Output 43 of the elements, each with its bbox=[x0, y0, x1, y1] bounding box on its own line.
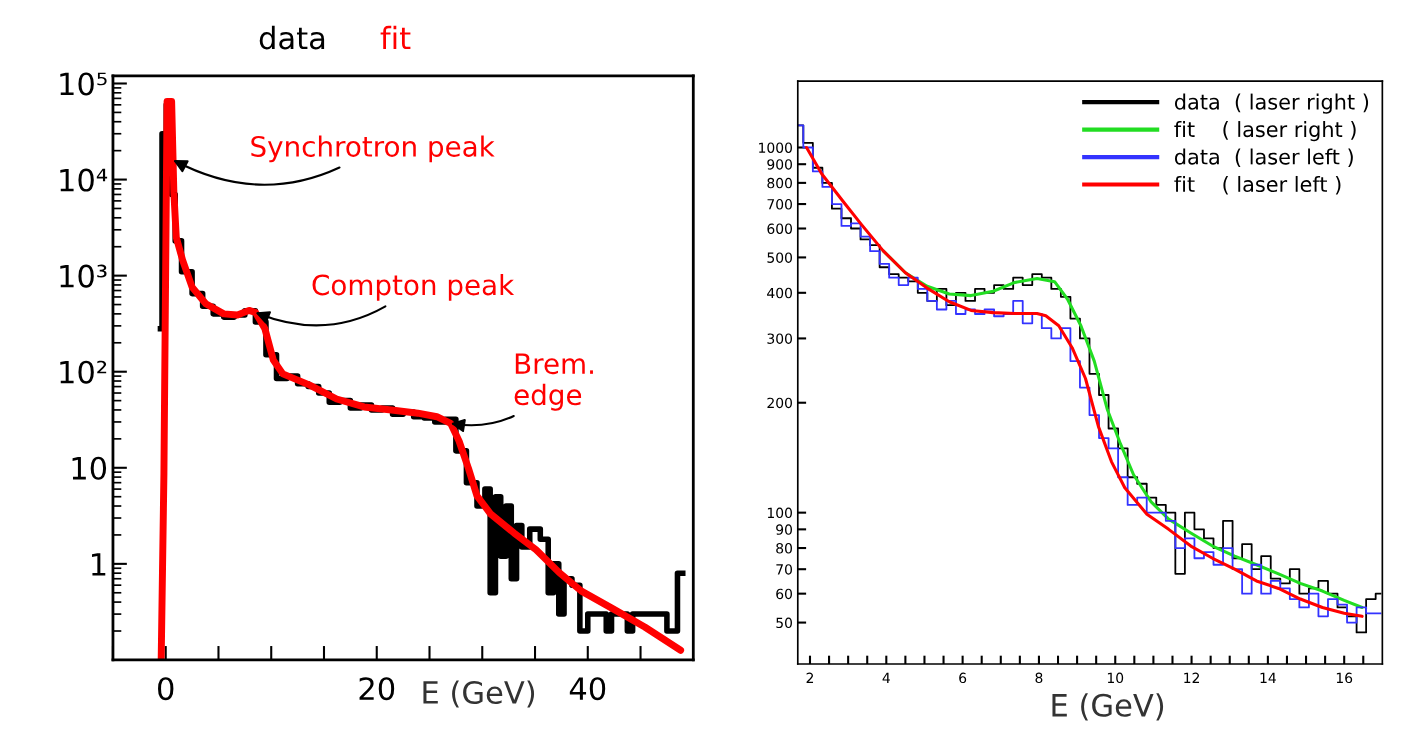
y-tick-label: 10 bbox=[72, 456, 107, 480]
y-tick-label: 600 bbox=[767, 223, 792, 234]
x-tick-label: 10 bbox=[1107, 672, 1124, 684]
y-tick-label: 80 bbox=[776, 543, 792, 554]
x-axis-title: E (GeV) bbox=[1052, 693, 1164, 721]
x-tick-label: 40 bbox=[569, 677, 606, 701]
x-tick-label: 6 bbox=[959, 672, 967, 684]
y-tick-label: 60 bbox=[776, 588, 792, 600]
y-tick-label: 900 bbox=[767, 159, 792, 170]
y-tick-label: 10² bbox=[60, 360, 107, 384]
x-tick-label: 12 bbox=[1184, 672, 1200, 683]
x-tick-label: 8 bbox=[1035, 672, 1043, 684]
y-tick-label: 500 bbox=[767, 252, 792, 263]
y-tick-label: 300 bbox=[767, 333, 792, 344]
x-tick-label: 2 bbox=[806, 672, 814, 683]
x-tick-label: 0 bbox=[158, 677, 174, 701]
y-tick-label: 10⁴ bbox=[60, 168, 108, 192]
x-tick-label: 16 bbox=[1336, 672, 1353, 684]
annotation: Compton peak bbox=[312, 273, 515, 301]
y-tick-label: 70 bbox=[776, 564, 792, 575]
x-tick-label: 4 bbox=[882, 672, 890, 683]
legend-label: data ( laser right ) bbox=[1174, 93, 1369, 114]
y-tick-label: 700 bbox=[767, 199, 792, 210]
annotation: Synchrotron peak bbox=[251, 135, 495, 163]
annotation: Brem. edge bbox=[514, 353, 593, 411]
x-tick-label: 20 bbox=[359, 677, 395, 701]
y-tick-label: 50 bbox=[776, 617, 792, 629]
y-tick-label: 100 bbox=[767, 507, 792, 519]
y-tick-label: 800 bbox=[767, 177, 792, 189]
y-tick-label: 10⁵ bbox=[60, 72, 107, 96]
legend-label: data ( laser left ) bbox=[1174, 148, 1353, 168]
y-tick-label: 10³ bbox=[60, 264, 107, 288]
y-tick-label: 1 bbox=[92, 553, 106, 576]
text: fit bbox=[380, 25, 411, 50]
y-tick-label: 90 bbox=[776, 524, 792, 535]
legend-label: fit ( laser right ) bbox=[1174, 121, 1356, 142]
x-tick-label: 14 bbox=[1260, 672, 1276, 683]
legend-label: fit ( laser left ) bbox=[1174, 175, 1341, 195]
x-axis-title: E (GeV) bbox=[423, 680, 535, 708]
y-tick-label: 200 bbox=[767, 397, 792, 409]
y-tick-label: 400 bbox=[767, 287, 792, 299]
y-tick-label: 1000 bbox=[759, 142, 792, 153]
text: data bbox=[259, 25, 325, 50]
